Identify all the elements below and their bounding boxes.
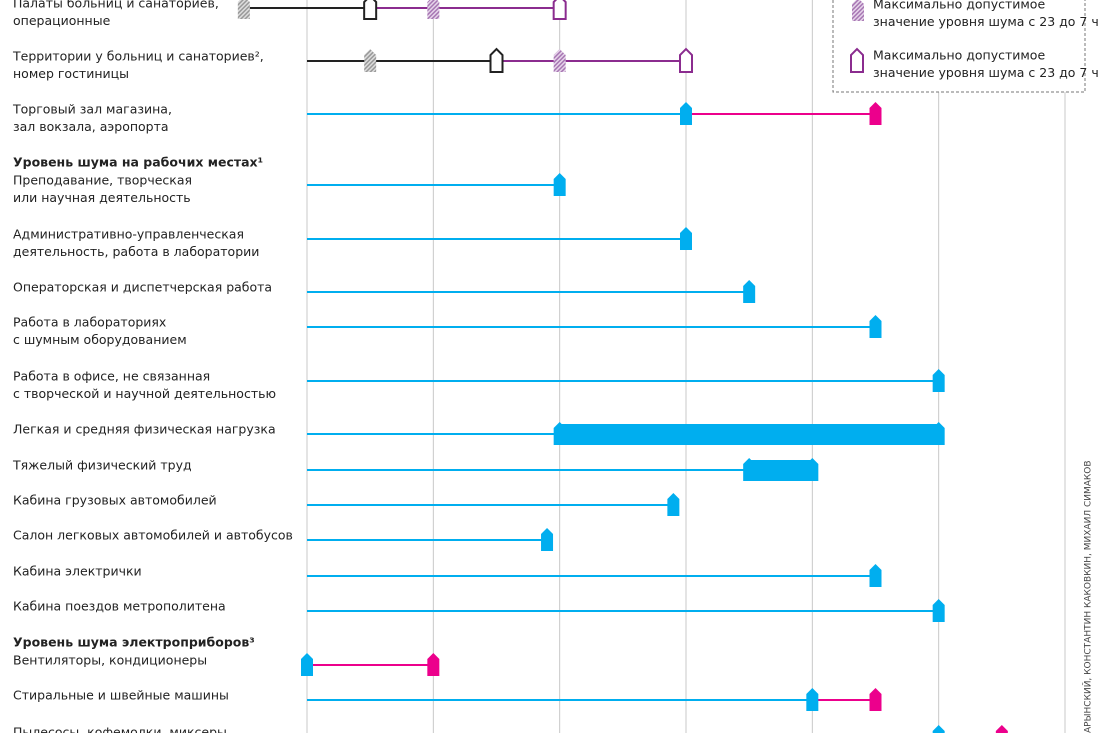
marker bbox=[806, 688, 819, 711]
marker bbox=[806, 458, 819, 481]
row: Стиральные и швейные машины bbox=[13, 688, 882, 711]
marker bbox=[995, 725, 1008, 733]
row: Кабина электрички bbox=[13, 564, 882, 587]
row-label: Кабина поездов метрополитена bbox=[13, 599, 226, 614]
row-label: Вентиляторы, кондиционеры bbox=[13, 653, 207, 668]
row: Торговый зал магазина, зал вокзала, аэроп… bbox=[12, 102, 882, 134]
row-label: с шумным оборудованием bbox=[13, 332, 187, 347]
row-label: Территории у больниц и санаториев², bbox=[12, 49, 264, 64]
legend-label: Максимально допустимое bbox=[873, 48, 1045, 63]
marker bbox=[743, 280, 756, 303]
row-label: Пылесосы, кофемолки, миксеры bbox=[13, 725, 227, 733]
marker bbox=[363, 0, 378, 20]
row: Палаты больниц и санаториев, операционные bbox=[13, 0, 567, 28]
marker bbox=[364, 49, 377, 72]
row-heading: Уровень шума электроприборов³ bbox=[13, 635, 255, 650]
marker bbox=[552, 0, 567, 20]
marker bbox=[932, 725, 945, 733]
row-label: деятельность, работа в лаборатории bbox=[13, 244, 259, 259]
band bbox=[559, 424, 939, 445]
row-heading: Уровень шума на рабочих местах¹ bbox=[13, 155, 263, 170]
row-label: или научная деятельность bbox=[13, 190, 191, 205]
marker bbox=[553, 422, 566, 445]
row-label: Торговый зал магазина, bbox=[12, 102, 172, 117]
row: Салон легковых автомобилей и автобусов bbox=[13, 528, 554, 551]
row-label: Стиральные и швейные машины bbox=[13, 688, 229, 703]
row-label: номер гостиницы bbox=[13, 66, 129, 81]
row-label: Кабина электрички bbox=[13, 564, 142, 579]
marker bbox=[869, 102, 882, 125]
marker bbox=[932, 422, 945, 445]
marker bbox=[427, 653, 440, 676]
marker bbox=[427, 0, 440, 19]
marker bbox=[301, 653, 313, 676]
band bbox=[749, 460, 813, 481]
row: Уровень шума электроприборов³ Вентиляторы… bbox=[13, 635, 440, 676]
marker bbox=[932, 599, 945, 622]
row: Кабина поездов метрополитена bbox=[13, 599, 945, 622]
row: Территории у больниц и санаториев², номер… bbox=[12, 47, 693, 81]
row-label: зал вокзала, аэропорта bbox=[13, 119, 169, 134]
row-label: Работа в офисе, не связанная bbox=[13, 369, 210, 384]
legend-label: Максимально допустимое bbox=[873, 0, 1045, 12]
marker bbox=[869, 688, 882, 711]
row-label: Кабина грузовых автомобилей bbox=[13, 493, 217, 508]
marker bbox=[743, 458, 756, 481]
legend-label: значение уровня шума с 23 до 7 ч. bbox=[873, 65, 1100, 80]
row-label: операционные bbox=[13, 13, 111, 28]
legend-swatch bbox=[852, 0, 864, 21]
marker bbox=[541, 528, 554, 551]
row: Тяжелый физический труд bbox=[12, 458, 819, 481]
marker bbox=[489, 47, 504, 73]
credit: АРЫНСКИЙ, КОНСТАНТИН КАКОВКИН, МИХАИЛ СИ… bbox=[1082, 460, 1094, 733]
row-label: Салон легковых автомобилей и автобусов bbox=[13, 528, 293, 543]
marker bbox=[553, 49, 566, 72]
row-label: Легкая и средняя физическая нагрузка bbox=[13, 422, 276, 437]
row-label: Тяжелый физический труд bbox=[12, 458, 192, 473]
marker bbox=[869, 315, 882, 338]
row-label: Работа в лабораториях bbox=[13, 315, 166, 330]
row: Уровень шума на рабочих местах¹ Преподава… bbox=[13, 155, 566, 205]
row: Пылесосы, кофемолки, миксеры bbox=[13, 725, 1008, 733]
row: Работа в офисе, не связанная с творческой… bbox=[13, 369, 945, 401]
marker bbox=[932, 369, 945, 392]
row-label: с творческой и научной деятельностью bbox=[13, 386, 276, 401]
marker bbox=[680, 227, 692, 250]
legend-swatch bbox=[850, 47, 864, 73]
legend-label: значение уровня шума с 23 до 7 ч. bbox=[873, 14, 1100, 29]
row-label: Преподавание, творческая bbox=[13, 173, 192, 188]
row: Кабина грузовых автомобилей bbox=[13, 493, 680, 516]
marker bbox=[553, 173, 566, 196]
row: Административно-управленческая деятельнос… bbox=[13, 227, 692, 259]
row: Операторская и диспетчерская работа bbox=[13, 280, 756, 303]
row: Легкая и средняя физическая нагрузка bbox=[13, 422, 945, 445]
marker bbox=[679, 47, 693, 73]
row: Работа в лабораториях с шумным оборудован… bbox=[13, 315, 882, 347]
row-label: Административно-управленческая bbox=[13, 227, 244, 242]
legend-box bbox=[832, 0, 1086, 93]
row-label: Палаты больниц и санаториев, bbox=[13, 0, 219, 11]
marker bbox=[237, 0, 250, 19]
marker bbox=[667, 493, 680, 516]
row-label: Операторская и диспетчерская работа bbox=[13, 280, 272, 295]
marker bbox=[680, 102, 692, 125]
marker bbox=[869, 564, 882, 587]
